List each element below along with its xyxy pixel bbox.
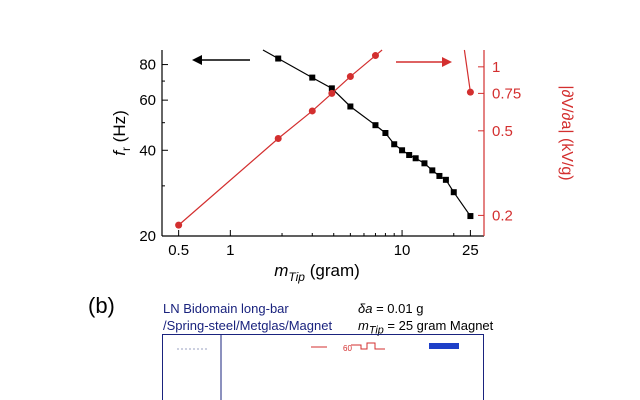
inset-blue-trace xyxy=(429,343,459,349)
frequency-data-point xyxy=(421,160,428,167)
axis-labels: mTip (gram) fr (Hz) |∂V/∂a| (kV/g) xyxy=(110,85,575,284)
dual-axis-chart: 0.5 1 10 25 20 40 60 80 0.2 0.5 0.75 1 mTip (gram) f… xyxy=(110,49,575,284)
right-y-tick-label: 0.5 xyxy=(492,123,513,140)
frequency-data-point xyxy=(429,167,436,174)
left-y-tick-label: 40 xyxy=(139,142,156,159)
caption-right-line1: δa = 0.01 g xyxy=(358,300,493,317)
series-line-sensitivity xyxy=(178,49,471,226)
panel-b-inset-plot: 60 xyxy=(162,334,484,400)
sensitivity-data-point xyxy=(328,89,336,97)
frequency-data-point xyxy=(309,74,316,81)
frequency-data-point xyxy=(328,85,335,92)
right-arrow-head xyxy=(442,57,452,67)
panel-b-caption-right: δa = 0.01 g mTip = 25 gram Magnet xyxy=(358,300,493,340)
sensitivity-data-point xyxy=(308,107,316,115)
right-y-axis-label: |∂V/∂a| (kV/g) xyxy=(558,85,575,180)
caption-right-line2: mTip = 25 gram Magnet xyxy=(358,317,493,340)
caption-left-line2: /Spring-steel/Metglas/Magnet xyxy=(163,318,333,333)
right-y-tick-label: 1 xyxy=(492,59,500,76)
frequency-data-point xyxy=(442,176,449,183)
sensitivity-data-point xyxy=(274,135,282,143)
left-y-tick-label: 60 xyxy=(139,92,156,109)
left-y-axis-label: fr (Hz) xyxy=(110,110,133,156)
frequency-data-point xyxy=(399,147,406,154)
inset-tick-label: 60 xyxy=(343,344,352,353)
frequency-data-point xyxy=(406,152,413,159)
sensitivity-data-point xyxy=(175,221,183,229)
mtip-value: = 25 gram Magnet xyxy=(383,318,494,333)
panel-b-label: (b) xyxy=(88,293,115,318)
frequency-data-point xyxy=(412,155,419,162)
panel-b-caption-left: LN Bidomain long-bar /Spring-steel/Metgl… xyxy=(163,300,332,334)
axis-ticks: 0.5 1 10 25 20 40 60 80 0.2 0.5 0.75 1 xyxy=(139,57,521,259)
frequency-data-point xyxy=(347,103,354,110)
left-arrow-head xyxy=(192,55,202,65)
frequency-data-point xyxy=(450,189,457,196)
x-tick-label: 1 xyxy=(226,242,234,259)
mtip-subscript: Tip xyxy=(368,324,384,337)
x-axis-label: mTip (gram) xyxy=(274,261,360,284)
x-tick-label: 10 xyxy=(394,242,411,259)
inset-plot-svg: 60 xyxy=(177,335,459,400)
right-y-tick-label: 0.2 xyxy=(492,207,513,224)
x-tick-label: 0.5 xyxy=(168,242,189,259)
frequency-data-point xyxy=(391,141,398,148)
frequency-data-point xyxy=(436,172,443,179)
sensitivity-data-point xyxy=(466,88,474,96)
delta-a-value: = 0.01 g xyxy=(372,301,424,316)
axis-indicator-arrows xyxy=(192,55,452,67)
caption-left-line1: LN Bidomain long-bar xyxy=(163,301,289,316)
sensitivity-data-point xyxy=(371,52,379,60)
frequency-data-point xyxy=(467,213,474,220)
sensitivity-data-point xyxy=(346,73,354,81)
plot-axes xyxy=(161,50,485,237)
frequency-data-point xyxy=(372,122,379,129)
inset-red-trace xyxy=(351,342,385,350)
series-line-frequency xyxy=(262,49,471,217)
mtip-symbol: m xyxy=(358,318,369,333)
frequency-data-point xyxy=(275,55,282,62)
series-layer xyxy=(175,49,474,229)
x-tick-label: 25 xyxy=(462,242,479,259)
delta-a-symbol: δa xyxy=(358,301,373,316)
left-y-tick-label: 80 xyxy=(139,57,156,74)
right-y-tick-label: 0.75 xyxy=(492,85,521,102)
left-y-tick-label: 20 xyxy=(139,228,156,245)
frequency-data-point xyxy=(382,129,389,136)
